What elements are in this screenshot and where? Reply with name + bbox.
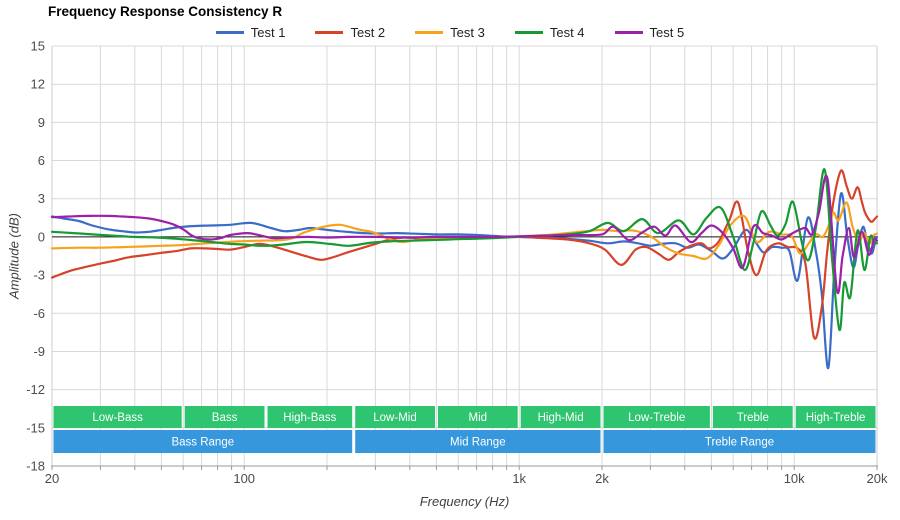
legend-swatch (215, 31, 244, 34)
series-group (50, 168, 879, 370)
band-label: Treble (737, 412, 769, 424)
band-label: High-Mid (538, 412, 584, 424)
legend-swatch (415, 31, 444, 34)
y-tick-label: -9 (33, 344, 45, 359)
x-axis-title: Frequency (Hz) (419, 494, 510, 509)
band-label: Mid (469, 412, 488, 424)
band-high-bass (267, 406, 353, 428)
legend: Test 1 Test 2 Test 3 Test 4 Test 5 (0, 25, 900, 40)
legend-item-test-1[interactable]: Test 1 (215, 25, 286, 40)
series-line-test-4 (50, 168, 879, 331)
x-tick-label: 10k (784, 471, 805, 486)
x-tick-label: 100 (233, 471, 255, 486)
band-label: High-Bass (283, 412, 336, 424)
y-tick-label: -18 (26, 459, 45, 474)
band-label: Bass (212, 412, 238, 424)
y-tick-label: 3 (38, 191, 45, 206)
y-tick-label: -6 (33, 306, 45, 321)
y-axis-title: Amplitude (dB) (6, 213, 22, 299)
legend-swatch (614, 31, 643, 34)
legend-item-test-5[interactable]: Test 5 (614, 25, 685, 40)
legend-label: Test 3 (450, 25, 485, 40)
x-tick-label: 1k (512, 471, 526, 486)
legend-label: Test 4 (549, 25, 585, 40)
legend-item-test-4[interactable]: Test 4 (514, 25, 585, 40)
band-mid (437, 406, 518, 428)
band-label: High-Treble (806, 412, 866, 424)
band-low-treble (603, 406, 710, 428)
band-low-bass (53, 406, 182, 428)
series-line-test-2 (50, 169, 879, 340)
frequency-bands: Low-Bass Bass High-Bass Low-Mid Mid High-Mid L… (53, 406, 876, 453)
y-tick-label: -3 (33, 268, 45, 283)
x-tick-label: 20k (867, 471, 888, 486)
y-tick-label: 15 (31, 39, 45, 54)
band-low-mid (355, 406, 435, 428)
series-line-test-3 (50, 201, 879, 261)
band-label: Bass Range (171, 437, 234, 449)
legend-item-test-3[interactable]: Test 3 (415, 25, 485, 40)
band-label: Low-Bass (92, 412, 143, 424)
legend-label: Test 2 (350, 25, 386, 40)
axes (51, 46, 878, 470)
band-label: Low-Treble (628, 412, 685, 424)
y-tick-label: 12 (31, 77, 45, 92)
band-treble (712, 406, 793, 428)
y-tick-label: 0 (38, 229, 45, 244)
legend-label: Test 1 (250, 25, 286, 40)
band-high-mid (520, 406, 601, 428)
band-label: Mid Range (450, 437, 506, 449)
band-mid-range (355, 430, 601, 453)
band-treble-range (603, 430, 876, 453)
series-line-test-5 (50, 174, 879, 295)
gridlines (51, 45, 878, 467)
series-line-test-1 (50, 192, 879, 370)
x-tick-label: 2k (595, 471, 609, 486)
legend-item-test-2[interactable]: Test 2 (315, 25, 385, 40)
y-tick-label: -12 (26, 382, 45, 397)
band-label: Treble Range (705, 437, 774, 449)
band-label: Low-Mid (373, 412, 416, 424)
band-bass-range (53, 430, 353, 453)
legend-label: Test 5 (649, 25, 685, 40)
y-tick-label: 9 (38, 115, 45, 130)
legend-swatch (315, 31, 344, 34)
band-high-treble (795, 406, 876, 428)
band-bass (184, 406, 265, 428)
y-tick-label: -15 (26, 420, 45, 435)
x-tick-label: 20 (45, 471, 59, 486)
y-tick-label: 6 (38, 153, 45, 168)
chart-title: Frequency Response Consistency R (48, 4, 283, 19)
legend-swatch (514, 31, 543, 34)
